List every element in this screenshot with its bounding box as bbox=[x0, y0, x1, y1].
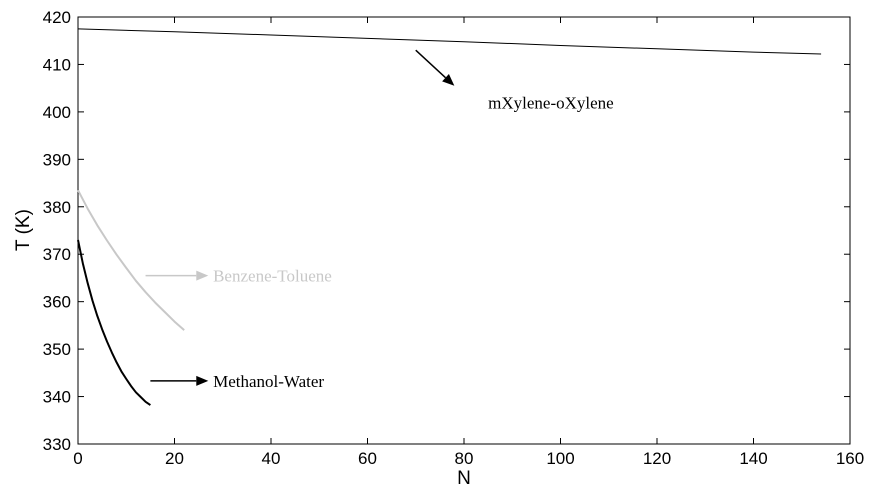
y-tick-label: 340 bbox=[43, 388, 71, 407]
y-tick-label: 330 bbox=[43, 435, 71, 454]
series-line-benzene-toluene bbox=[77, 189, 185, 331]
annotation-arrowhead-benzene-toluene bbox=[196, 270, 209, 281]
y-tick-label: 350 bbox=[43, 340, 71, 359]
y-tick-label: 390 bbox=[43, 150, 71, 169]
plot-area bbox=[77, 16, 851, 445]
annotation-arrow-mxylene-oxylene bbox=[415, 49, 447, 79]
annotation-arrowhead-mxylene-oxylene bbox=[442, 73, 455, 86]
series-layer bbox=[77, 28, 822, 406]
x-axis-title: N bbox=[457, 468, 471, 487]
annotation-label-methanol-water: Methanol-Water bbox=[213, 372, 324, 391]
x-tick-label: 100 bbox=[546, 449, 574, 468]
annotation-layer: mXylene-oXylene Benzene-Toluene Methanol-W… bbox=[145, 49, 614, 391]
x-tick-label: 40 bbox=[262, 449, 281, 468]
y-tick-label: 380 bbox=[43, 198, 71, 217]
x-tick-label: 80 bbox=[455, 449, 474, 468]
x-tick-label: 160 bbox=[836, 449, 864, 468]
x-tick-label: 140 bbox=[739, 449, 767, 468]
x-tick-label: 0 bbox=[73, 449, 82, 468]
annotation-label-benzene-toluene: Benzene-Toluene bbox=[213, 267, 332, 286]
y-tick-label: 400 bbox=[43, 103, 71, 122]
series-line-mxylene-oxylene bbox=[77, 28, 822, 55]
x-tick-label: 20 bbox=[165, 449, 184, 468]
x-tick-label: 60 bbox=[358, 449, 377, 468]
y-tick-label: 370 bbox=[43, 245, 71, 264]
y-axis-title: T (K) bbox=[13, 209, 34, 251]
annotation-label-mxylene-oxylene: mXylene-oXylene bbox=[488, 93, 614, 112]
annotation-arrowhead-methanol-water bbox=[196, 375, 209, 386]
x-tick-label: 120 bbox=[643, 449, 671, 468]
series-line-methanol-water bbox=[77, 239, 151, 406]
y-tick-label: 410 bbox=[43, 55, 71, 74]
ticks: 0 20 40 60 80 100 120 140 160 330 340 350 360 370 380 3… bbox=[43, 8, 865, 468]
y-tick-label: 420 bbox=[43, 8, 71, 27]
y-tick-label: 360 bbox=[43, 293, 71, 312]
